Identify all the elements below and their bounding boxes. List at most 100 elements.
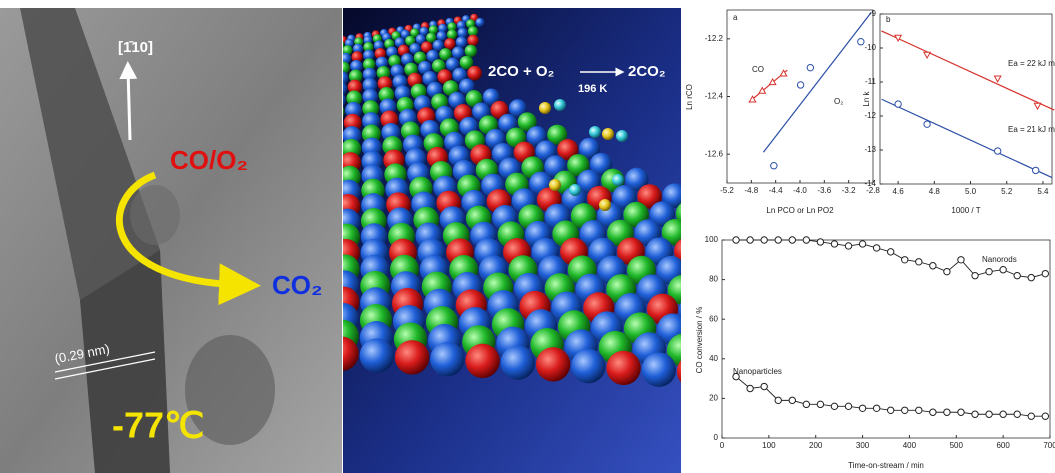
point <box>916 259 922 265</box>
equation-products: 2CO₂ <box>628 63 666 80</box>
molecule-atom <box>599 199 611 211</box>
atom <box>467 66 482 81</box>
atom <box>457 28 467 38</box>
point <box>797 82 803 88</box>
x-tick-label: -3.2 <box>842 186 856 195</box>
x-tick-label: -5.2 <box>720 186 734 195</box>
point <box>1028 274 1034 280</box>
x-tick-label: -4.4 <box>769 186 783 195</box>
point <box>1042 270 1048 276</box>
direction-arrow <box>128 70 130 140</box>
direction-label: [1̄10] <box>118 39 153 56</box>
point <box>859 405 865 411</box>
point <box>887 249 893 255</box>
x-tick-label: 4.6 <box>893 187 905 196</box>
x-axis-label: Ln PCO or Ln PO2 <box>766 206 834 215</box>
point <box>1042 413 1048 419</box>
y-tick-label: -12.2 <box>705 34 724 43</box>
particle <box>130 185 180 245</box>
y-tick-label: 100 <box>705 235 719 244</box>
point <box>895 101 901 107</box>
point <box>747 237 753 243</box>
equation-reactants: 2CO + O₂ <box>488 63 554 80</box>
point <box>817 401 823 407</box>
molecule-atom <box>612 174 624 186</box>
point <box>930 409 936 415</box>
x-axis-label: Time-on-stream / min <box>848 461 924 470</box>
atom <box>571 349 605 383</box>
point <box>831 241 837 247</box>
point <box>807 64 813 70</box>
point <box>859 241 865 247</box>
point <box>761 237 767 243</box>
series-label: Ea = 22 kJ mol⁻¹ <box>1008 59 1055 68</box>
point <box>873 405 879 411</box>
point <box>1000 267 1006 273</box>
x-tick-label: 5.0 <box>965 187 977 196</box>
y-tick-label: -10 <box>864 43 876 52</box>
x-tick-label: 400 <box>903 441 917 450</box>
y-tick-label: 0 <box>714 433 719 442</box>
series-label: CO <box>752 65 764 74</box>
atom <box>501 345 535 379</box>
point <box>858 39 864 45</box>
point <box>944 268 950 274</box>
panel-label: b <box>886 15 891 24</box>
atom <box>395 340 429 374</box>
x-tick-label: 0 <box>720 441 725 450</box>
point <box>775 397 781 403</box>
point <box>958 409 964 415</box>
atom <box>456 36 467 47</box>
y-axis-label: Ln k <box>862 90 871 106</box>
temperature-label: -77℃ <box>112 405 204 446</box>
x-axis-label: 1000 / T <box>951 206 980 215</box>
panel-label: a <box>733 13 738 22</box>
point <box>845 243 851 249</box>
atom <box>475 18 484 27</box>
atom <box>465 344 499 378</box>
point <box>930 263 936 269</box>
page: [1̄10] CO/O₂ CO₂ (0.29 nm) -77℃ 2CO + O₂… <box>0 0 1055 473</box>
series-label: Nanoparticles <box>733 367 782 376</box>
point <box>803 401 809 407</box>
x-tick-label: 200 <box>809 441 823 450</box>
y-axis-label: Ln rCO <box>685 84 694 110</box>
molecule-atom <box>589 126 601 138</box>
point <box>747 385 753 391</box>
point <box>902 407 908 413</box>
point <box>733 237 739 243</box>
point <box>789 237 795 243</box>
y-tick-label: 20 <box>709 394 718 403</box>
point <box>775 237 781 243</box>
point <box>958 257 964 263</box>
y-axis-label: CO conversion / % <box>695 307 704 374</box>
point <box>916 407 922 413</box>
reactants-label: CO/O₂ <box>170 145 248 175</box>
y-tick-label: -13 <box>864 145 876 154</box>
atom <box>642 352 676 386</box>
x-tick-label: 100 <box>762 441 776 450</box>
point <box>972 411 978 417</box>
y-tick-label: -12.4 <box>705 92 724 101</box>
point <box>789 397 795 403</box>
atom <box>430 342 464 376</box>
x-tick-label: 300 <box>856 441 870 450</box>
point <box>972 272 978 278</box>
point <box>944 409 950 415</box>
molecule-atom <box>549 179 561 191</box>
x-tick-label: -4.0 <box>793 186 807 195</box>
point <box>817 239 823 245</box>
atom <box>444 38 455 49</box>
point <box>1033 167 1039 173</box>
y-tick-label: -9 <box>869 9 877 18</box>
point <box>831 403 837 409</box>
point <box>986 268 992 274</box>
point <box>924 121 930 127</box>
series-label: Nanorods <box>982 255 1017 264</box>
series-label: Ea = 21 kJ mol⁻¹ <box>1008 125 1055 134</box>
molecule-atom <box>602 128 614 140</box>
atom <box>467 35 478 46</box>
point <box>803 237 809 243</box>
x-tick-label: -4.8 <box>744 186 758 195</box>
x-tick-label: 600 <box>996 441 1010 450</box>
